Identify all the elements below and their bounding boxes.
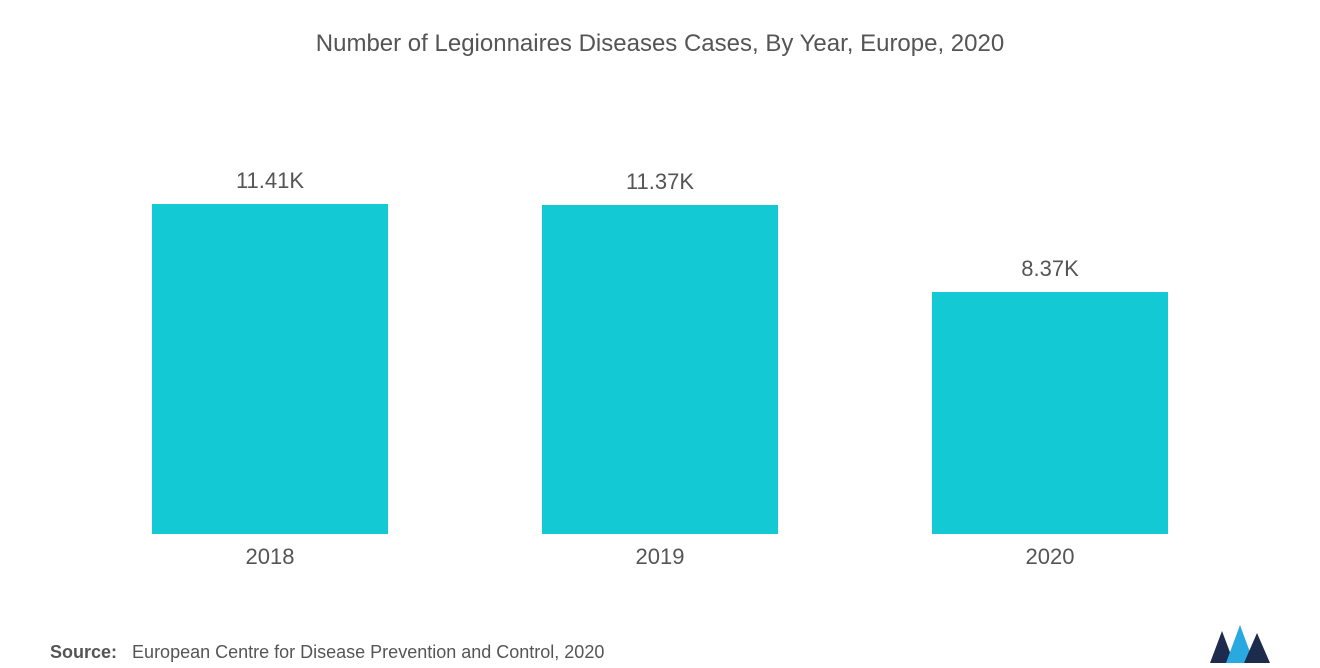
- bar-value-label: 8.37K: [1021, 256, 1079, 282]
- x-label-0: 2018: [106, 544, 434, 570]
- bar-0: [152, 204, 388, 534]
- x-label-1: 2019: [496, 544, 824, 570]
- source-text: European Centre for Disease Prevention a…: [132, 642, 604, 662]
- bar-value-label: 11.41K: [236, 168, 304, 194]
- x-label-2: 2020: [886, 544, 1214, 570]
- footer: Source: European Centre for Disease Prev…: [45, 625, 1275, 663]
- bar-2: [932, 292, 1168, 534]
- plot-area: 11.41K 11.37K 8.37K: [45, 68, 1275, 534]
- x-axis-labels: 2018 2019 2020: [45, 534, 1275, 570]
- bar-group-0: 11.41K: [106, 168, 434, 534]
- source-label: Source:: [50, 642, 117, 662]
- bar-group-1: 11.37K: [496, 169, 824, 534]
- bar-group-2: 8.37K: [886, 256, 1214, 534]
- chart-title: Number of Legionnaires Diseases Cases, B…: [45, 30, 1275, 58]
- source-line: Source: European Centre for Disease Prev…: [50, 642, 604, 663]
- bar-1: [542, 205, 778, 534]
- bar-value-label: 11.37K: [626, 169, 694, 195]
- brand-logo-icon: [1210, 625, 1270, 663]
- chart-container: Number of Legionnaires Diseases Cases, B…: [0, 0, 1320, 665]
